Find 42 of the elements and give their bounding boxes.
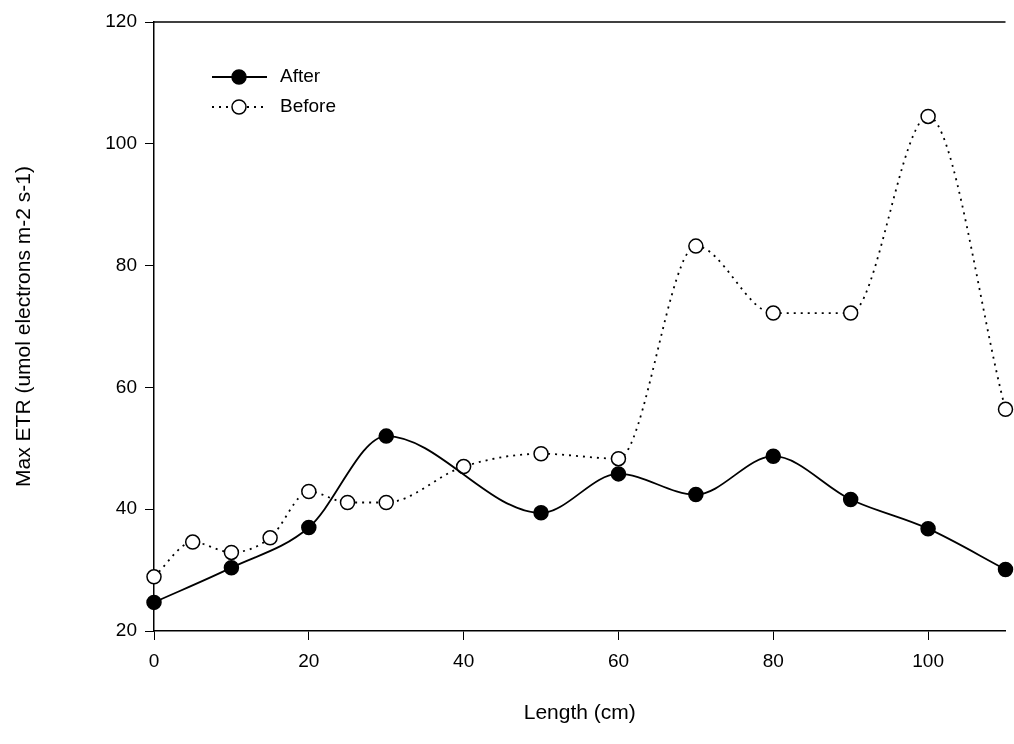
legend-label: Before [280,95,336,117]
x-tick-label: 40 [453,649,475,671]
point [842,305,859,321]
y-tick-label: 60 [115,375,137,397]
point [688,486,704,503]
point [533,505,549,521]
point [610,466,627,482]
y-tick-label: 120 [105,10,137,32]
x-tick-label: 0 [148,649,160,671]
y-axis-title: Max ETR (umol electrons m-2 s-1) [11,166,35,487]
point [920,108,936,125]
point [339,494,356,511]
point [533,446,549,462]
point [920,520,936,537]
point [997,561,1014,578]
x-tick-label: 100 [912,649,944,671]
point [765,448,782,464]
x-tick-label: 20 [298,649,320,671]
point [997,401,1014,418]
point [146,594,162,611]
point [688,238,704,254]
point [262,530,278,546]
y-tick-label: 20 [115,619,137,641]
point [301,483,317,500]
y-tick-label: 100 [105,132,137,154]
x-tick-label: 80 [762,649,784,671]
point [301,519,317,536]
point [223,559,240,576]
y-tick-label: 40 [115,497,137,519]
y-tick-label: 80 [115,253,137,275]
point [223,544,240,561]
point [146,569,162,585]
x-axis-title: Length (cm) [523,700,636,724]
point [378,428,394,444]
legend-label: After [280,65,321,87]
point [378,494,394,511]
point [184,534,201,550]
x-tick-label: 60 [607,649,630,671]
point [610,450,627,467]
point [455,458,472,475]
point [842,491,859,508]
point [765,305,782,321]
